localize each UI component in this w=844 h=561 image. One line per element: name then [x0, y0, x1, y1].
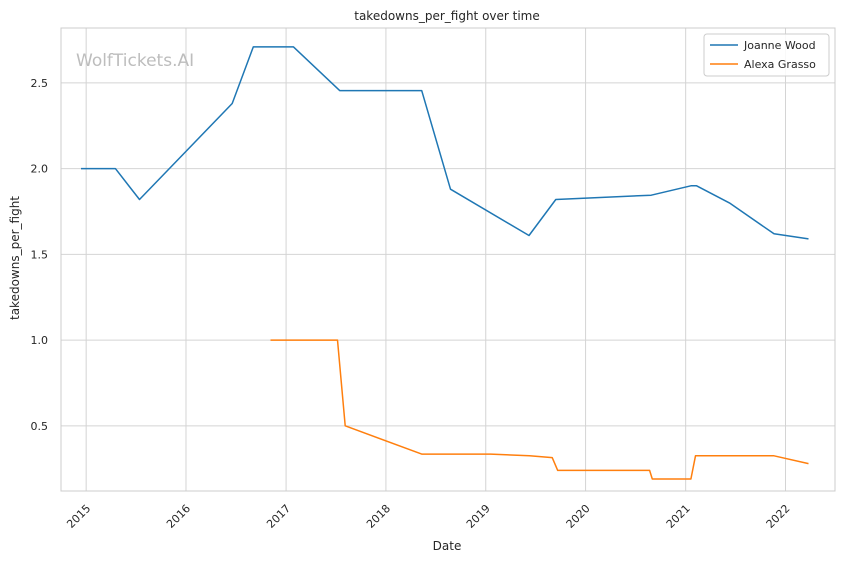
watermark: WolfTickets.AI [76, 51, 194, 71]
y-tick-label: 1.5 [31, 248, 49, 261]
series-line-alexa-grasso [270, 339, 809, 480]
y-tick-label: 2.5 [31, 77, 49, 90]
chart-title: takedowns_per_fight over time [354, 9, 540, 23]
plot-frame [60, 27, 836, 492]
legend: Joanne Wood Alexa Grasso [703, 33, 830, 77]
y-axis-ticks: 0.5 1.0 1.5 2.0 2.5 [31, 77, 49, 433]
y-tick-label: 1.0 [31, 334, 49, 347]
legend-label-joanne-wood: Joanne Wood [743, 39, 816, 52]
y-axis-label: takedowns_per_fight [8, 196, 22, 320]
y-tick-label: 2.0 [31, 163, 49, 176]
legend-label-alexa-grasso: Alexa Grasso [744, 58, 816, 71]
grid [61, 28, 835, 491]
x-axis-label: Date [433, 539, 462, 553]
series-lines [81, 46, 809, 480]
series-line-joanne-wood [81, 46, 809, 240]
y-tick-label: 0.5 [31, 420, 49, 433]
